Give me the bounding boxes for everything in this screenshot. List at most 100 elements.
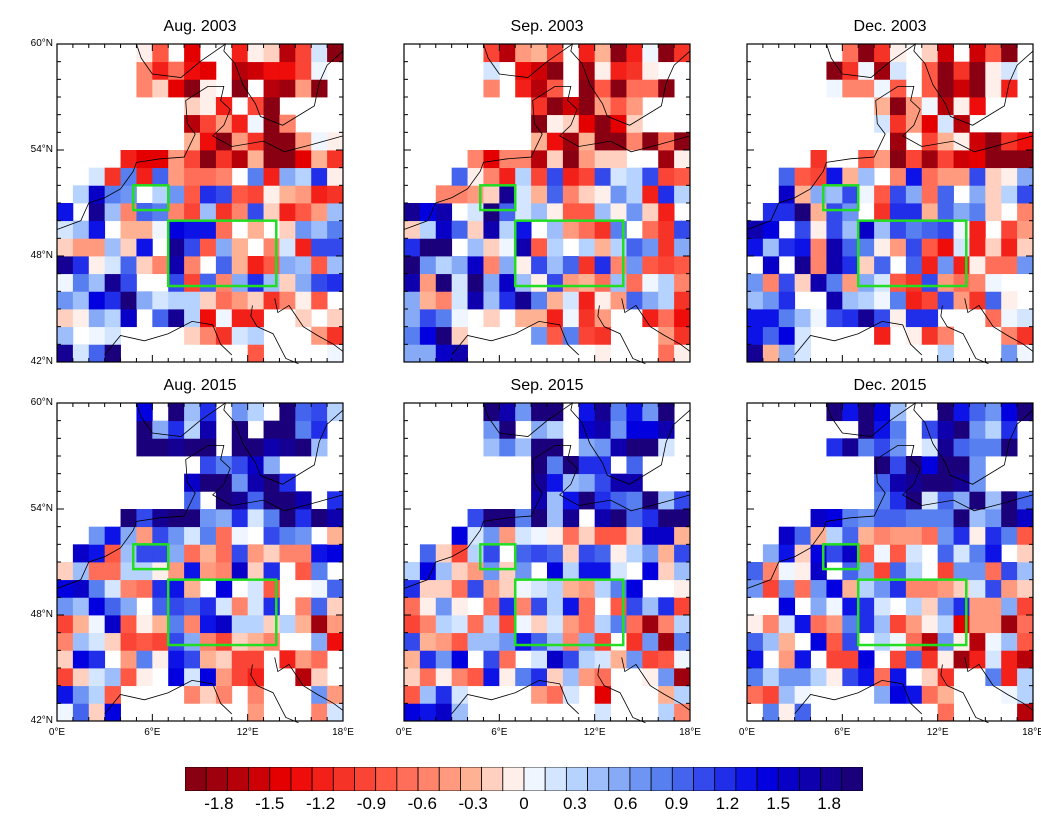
anomaly-cell (247, 456, 264, 475)
anomaly-cell (295, 615, 312, 634)
anomaly-cell (842, 44, 859, 63)
anomaly-cell (969, 61, 986, 80)
anomaly-cell (578, 203, 596, 222)
anomaly-cell (921, 44, 939, 63)
anomaly-cell (610, 420, 627, 439)
anomaly-cell (531, 326, 548, 345)
anomaly-cell (404, 668, 421, 687)
anomaly-cell (515, 61, 532, 80)
anomaly-cell (327, 150, 344, 169)
lat-label: 60°N (30, 397, 53, 408)
anomaly-cell (247, 185, 264, 204)
anomaly-cell (562, 309, 580, 328)
anomaly-cell (279, 491, 296, 510)
anomaly-cell (842, 579, 859, 598)
anomaly-cell (1017, 403, 1034, 422)
anomaly-cell (168, 632, 185, 651)
anomaly-cell (905, 509, 923, 528)
anomaly-cell (794, 167, 811, 186)
anomaly-cell (937, 403, 954, 422)
anomaly-cell (905, 579, 923, 598)
anomaly-cell (279, 273, 296, 292)
anomaly-cell (72, 562, 90, 581)
anomaly-cell (642, 509, 659, 528)
anomaly-cell (921, 326, 939, 345)
anomaly-cell (311, 238, 328, 257)
anomaly-cell (531, 615, 548, 634)
anomaly-cell (231, 562, 249, 581)
anomaly-cell (451, 326, 468, 345)
anomaly-cell (184, 473, 201, 492)
anomaly-cell (231, 256, 249, 275)
anomaly-cell (826, 632, 843, 651)
anomaly-cell (642, 291, 659, 310)
anomaly-cell (327, 238, 344, 257)
anomaly-cell (152, 615, 169, 634)
anomaly-cell (515, 220, 532, 239)
anomaly-cell (279, 291, 296, 310)
anomaly-cell (104, 685, 121, 704)
anomaly-cell (531, 273, 548, 292)
anomaly-cell (104, 344, 121, 363)
anomaly-cell (610, 185, 627, 204)
anomaly-cell (953, 526, 970, 545)
anomaly-cell (985, 185, 1002, 204)
axis-ticks (403, 402, 691, 722)
lon-label: 0°E (48, 727, 66, 738)
anomaly-cell (594, 403, 611, 422)
anomaly-cell (937, 544, 954, 563)
anomaly-cell (435, 703, 453, 722)
anomaly-cell (327, 685, 344, 704)
anomaly-cell (168, 420, 185, 439)
anomaly-cell (762, 632, 780, 651)
lat-label: 60°N (30, 38, 53, 49)
anomaly-cell (88, 344, 106, 363)
anomaly-cell (658, 703, 675, 722)
anomaly-cell (295, 650, 312, 669)
anomaly-cell (483, 309, 500, 328)
anomaly-cells (57, 44, 344, 363)
anomaly-cell (674, 132, 691, 151)
anomaly-cell (874, 273, 891, 292)
anomaly-cell (674, 597, 691, 616)
anomaly-cell (531, 167, 548, 186)
anomaly-cell (562, 291, 580, 310)
anomaly-cell (937, 438, 954, 457)
anomaly-cell (969, 185, 986, 204)
anomaly-cell (311, 185, 328, 204)
anomaly-cell (531, 44, 548, 63)
anomaly-cell (200, 509, 217, 528)
colorbar (185, 767, 863, 791)
anomaly-cell (858, 544, 875, 563)
anomaly-cell (515, 509, 532, 528)
anomaly-cell (263, 44, 280, 63)
anomaly-cell (905, 97, 923, 116)
anomaly-cell (136, 579, 153, 598)
anomaly-cell (1001, 562, 1018, 581)
anomaly-cell (200, 97, 217, 116)
anomaly-cell (327, 273, 344, 292)
colorbar-bin (460, 767, 483, 791)
anomaly-cell (674, 167, 691, 186)
anomaly-cell (295, 544, 312, 563)
anomaly-cell (874, 438, 891, 457)
anomaly-cell (658, 650, 675, 669)
anomaly-cell (762, 344, 780, 363)
anomaly-cell (985, 668, 1002, 687)
anomaly-cell (184, 309, 201, 328)
anomaly-cell (610, 150, 627, 169)
anomaly-cell (263, 167, 280, 186)
anomaly-cell (658, 685, 675, 704)
anomaly-cell (499, 438, 516, 457)
anomaly-cell (57, 291, 74, 310)
map-plot (746, 43, 1034, 365)
anomaly-cell (451, 291, 468, 310)
anomaly-cell (642, 420, 659, 439)
anomaly-cell (231, 544, 249, 563)
anomaly-cell (120, 579, 137, 598)
anomaly-cell (184, 132, 201, 151)
anomaly-cell (467, 526, 484, 545)
anomaly-cell (263, 132, 280, 151)
anomaly-cell (905, 167, 923, 186)
anomaly-cell (562, 615, 580, 634)
